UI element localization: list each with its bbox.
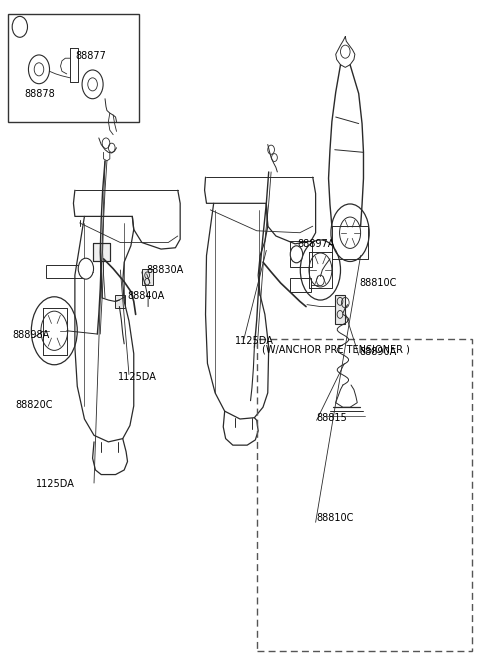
Text: 88898A: 88898A xyxy=(12,330,50,341)
Text: 88878: 88878 xyxy=(24,88,55,98)
Bar xyxy=(290,278,311,291)
Text: 88897A: 88897A xyxy=(298,240,335,250)
Text: 88877: 88877 xyxy=(75,51,106,62)
Text: 88810C: 88810C xyxy=(317,514,354,523)
Bar xyxy=(142,269,153,285)
Text: 88890A: 88890A xyxy=(360,347,397,358)
Circle shape xyxy=(12,16,27,37)
Bar xyxy=(335,295,345,324)
Bar xyxy=(8,14,140,122)
Text: a: a xyxy=(17,22,22,31)
Text: 1125DA: 1125DA xyxy=(118,371,157,381)
Bar xyxy=(257,339,472,651)
Text: 88840A: 88840A xyxy=(128,291,165,301)
Circle shape xyxy=(78,258,94,279)
Text: 88820C: 88820C xyxy=(15,400,52,409)
Bar xyxy=(115,295,125,308)
Circle shape xyxy=(291,246,302,262)
Text: 88810C: 88810C xyxy=(360,278,397,288)
Text: a: a xyxy=(84,264,88,273)
Bar xyxy=(46,265,86,278)
Text: 1125DA: 1125DA xyxy=(235,335,274,346)
Circle shape xyxy=(290,246,303,263)
Text: 88815: 88815 xyxy=(317,413,348,422)
Text: B: B xyxy=(294,252,299,257)
Text: (W/ANCHOR PRE TENSIONER ): (W/ANCHOR PRE TENSIONER ) xyxy=(262,345,409,354)
Bar xyxy=(290,241,312,267)
Text: B: B xyxy=(294,252,299,257)
Bar xyxy=(93,242,110,261)
Text: 1125DA: 1125DA xyxy=(36,479,75,489)
Text: 88830A: 88830A xyxy=(147,265,184,275)
